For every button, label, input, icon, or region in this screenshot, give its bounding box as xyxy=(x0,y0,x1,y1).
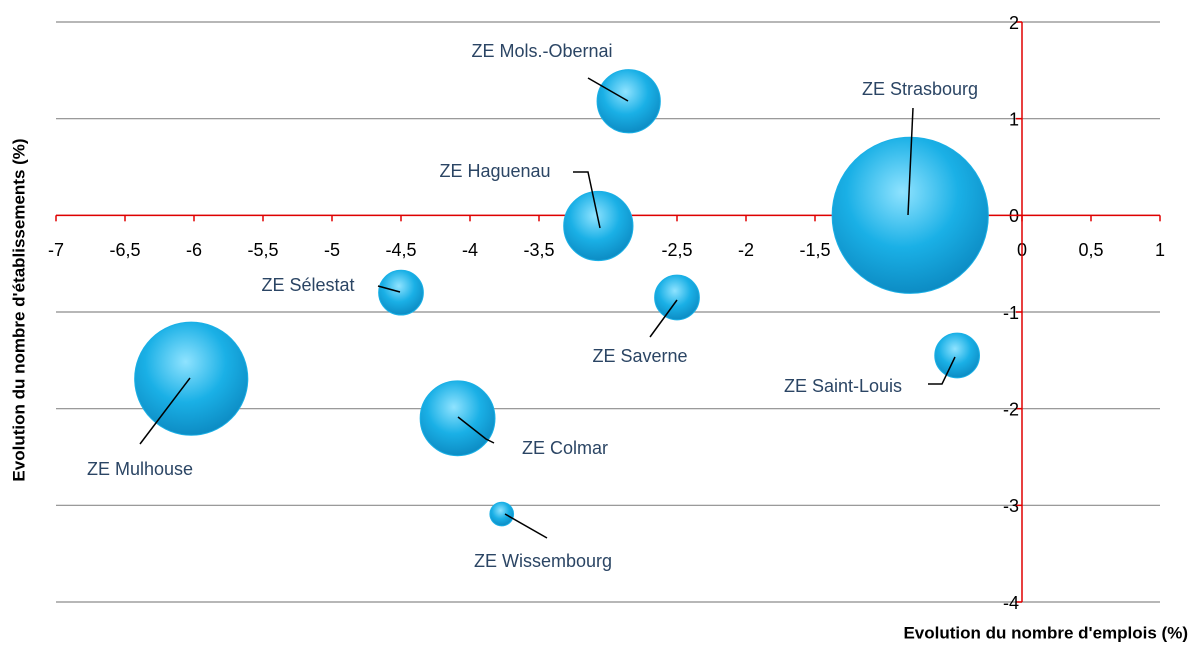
bubble-label: ZE Wissembourg xyxy=(474,551,612,571)
bubble xyxy=(934,332,981,379)
x-tick-label: -4 xyxy=(462,240,478,260)
bubble-label: ZE Mols.-Obernai xyxy=(471,41,612,61)
bubble-label: ZE Mulhouse xyxy=(87,459,193,479)
x-tick-label: -6 xyxy=(186,240,202,260)
bubble xyxy=(419,380,496,457)
y-axis-title: Evolution du nombre d'établissements (%) xyxy=(9,138,28,481)
x-tick-label: -5 xyxy=(324,240,340,260)
x-tick-label: -7 xyxy=(48,240,64,260)
x-tick-label: -5,5 xyxy=(247,240,278,260)
leader-line xyxy=(139,377,191,445)
x-tick-label: -3,5 xyxy=(523,240,554,260)
y-tick-label: -1 xyxy=(1003,303,1019,323)
bubble xyxy=(378,269,424,316)
bubble-label: ZE Sélestat xyxy=(261,275,354,295)
bubble xyxy=(596,69,661,134)
leader-line xyxy=(907,107,914,216)
y-tick-label: -2 xyxy=(1003,399,1019,419)
x-tick-label: -2 xyxy=(738,240,754,260)
x-tick-label: -1,5 xyxy=(799,240,830,260)
bubble-label: ZE Colmar xyxy=(522,438,608,458)
bubble-label: ZE Saverne xyxy=(592,346,687,366)
x-tick-label: 0,5 xyxy=(1078,240,1103,260)
leader-line xyxy=(573,171,601,229)
x-axis-title: Evolution du nombre d'emplois (%) xyxy=(903,623,1188,642)
y-tick-label: 1 xyxy=(1009,109,1019,129)
leader-line xyxy=(928,356,956,385)
bubble xyxy=(134,321,249,436)
bubble-label: ZE Strasbourg xyxy=(862,79,978,99)
leader-line xyxy=(377,285,401,293)
bubble xyxy=(489,501,515,527)
y-tick-label: -4 xyxy=(1003,593,1019,613)
x-tick-label: -6,5 xyxy=(109,240,140,260)
bubble xyxy=(831,136,989,294)
leader-line xyxy=(587,77,629,102)
y-tick-label: -3 xyxy=(1003,496,1019,516)
bubble-label: ZE Saint-Louis xyxy=(784,376,902,396)
leader-line xyxy=(457,416,495,444)
leader-line xyxy=(504,513,548,539)
bubble xyxy=(563,190,634,262)
x-tick-label: -4,5 xyxy=(385,240,416,260)
y-tick-label: 2 xyxy=(1009,13,1019,33)
bubble xyxy=(654,274,700,321)
bubble-label: ZE Haguenau xyxy=(439,161,550,181)
x-tick-label: -2,5 xyxy=(661,240,692,260)
leader-line xyxy=(649,299,678,338)
x-tick-label: 1 xyxy=(1155,240,1165,260)
